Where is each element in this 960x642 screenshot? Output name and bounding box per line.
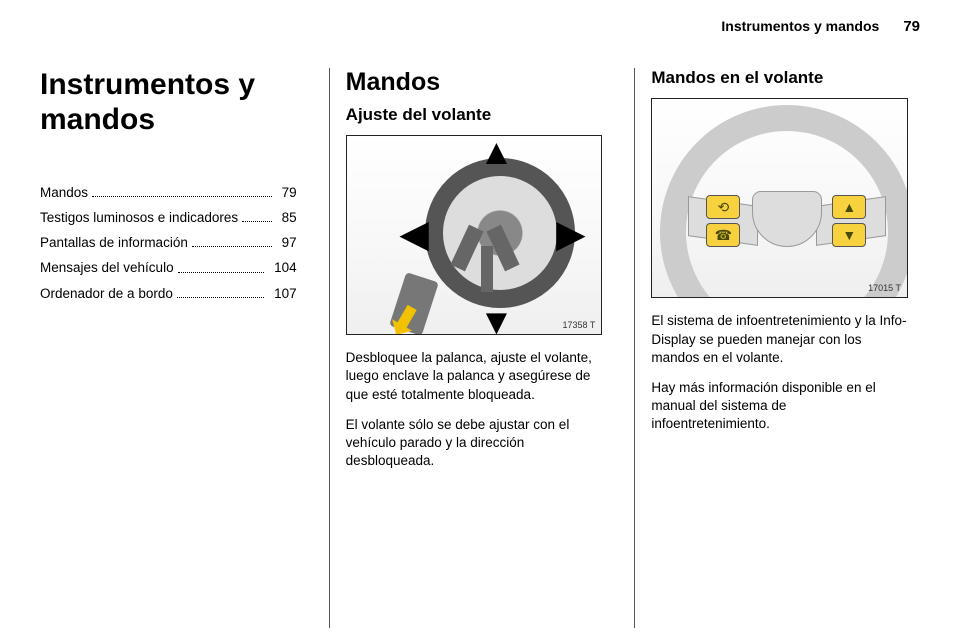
toc-leader (192, 235, 272, 247)
column-container: Instrumentos y mandos Mandos 79 Testigos… (40, 68, 920, 628)
toc-leader (92, 185, 272, 197)
steering-wheel-controls-icon: ⟲ ☎ ▲ ▼ (660, 105, 908, 298)
toc-page: 85 (276, 210, 297, 225)
wheel-spoke (481, 246, 493, 292)
toc-leader (177, 286, 264, 298)
toc-page: 79 (276, 185, 297, 200)
toc-page: 97 (276, 235, 297, 250)
toc-item: Mensajes del vehículo 104 (40, 260, 297, 275)
page: Instrumentos y mandos 79 Instrumentos y … (0, 0, 960, 642)
toc-label: Mensajes del vehículo (40, 260, 174, 275)
figure-steering-controls: ⟲ ☎ ▲ ▼ 17015 T (651, 98, 908, 298)
arrow-left-icon: ◀ (401, 216, 429, 252)
running-header: Instrumentos y mandos 79 (721, 18, 920, 35)
wheel-button: ☎ (706, 223, 740, 247)
paragraph: El volante sólo se debe ajustar con el v… (346, 416, 603, 471)
toc-item: Mandos 79 (40, 185, 297, 200)
page-number: 79 (903, 18, 920, 35)
toc-label: Mandos (40, 185, 88, 200)
paragraph: Desbloquee la palanca, ajuste el volante… (346, 349, 603, 404)
running-header-title: Instrumentos y mandos (721, 18, 879, 34)
toc-leader (178, 260, 265, 272)
figure-caption: 17358 T (562, 320, 595, 330)
toc-item: Testigos luminosos e indicadores 85 (40, 210, 297, 225)
section-title: Mandos (346, 68, 603, 97)
wheel-button: ⟲ (706, 195, 740, 219)
figure-steering-adjust: ▲ ▼ ◀ ▶ ⬇ 17358 T (346, 135, 603, 335)
toc-label: Ordenador de a bordo (40, 286, 173, 301)
subsection-title: Ajuste del volante (346, 105, 603, 125)
chapter-title: Instrumentos y mandos (40, 68, 297, 137)
arrow-up-icon: ▲ (479, 135, 515, 170)
column-1: Instrumentos y mandos Mandos 79 Testigos… (40, 68, 309, 628)
toc-item: Ordenador de a bordo 107 (40, 286, 297, 301)
figure-caption: 17015 T (868, 283, 901, 293)
arrow-right-icon: ▶ (557, 216, 585, 252)
toc-page: 107 (268, 286, 297, 301)
wheel-buttons-left: ⟲ ☎ (706, 195, 742, 249)
subsection-title: Mandos en el volante (651, 68, 908, 88)
toc-label: Testigos luminosos e indicadores (40, 210, 238, 225)
toc-leader (242, 210, 272, 222)
arrow-down-icon: ▼ (479, 304, 515, 335)
column-2: Mandos Ajuste del volante ▲ ▼ ◀ ▶ ⬇ 1735… (329, 68, 615, 628)
table-of-contents: Mandos 79 Testigos luminosos e indicador… (40, 185, 297, 311)
wheel-button: ▼ (832, 223, 866, 247)
toc-item: Pantallas de información 97 (40, 235, 297, 250)
toc-label: Pantallas de información (40, 235, 188, 250)
wheel-buttons-right: ▲ ▼ (832, 195, 868, 249)
paragraph: El sistema de infoentretenimiento y la I… (651, 312, 908, 367)
toc-page: 104 (268, 260, 297, 275)
wheel-button: ▲ (832, 195, 866, 219)
column-3: Mandos en el volante ⟲ ☎ ▲ ▼ 1 (634, 68, 920, 628)
paragraph: Hay más información disponible en el man… (651, 379, 908, 434)
